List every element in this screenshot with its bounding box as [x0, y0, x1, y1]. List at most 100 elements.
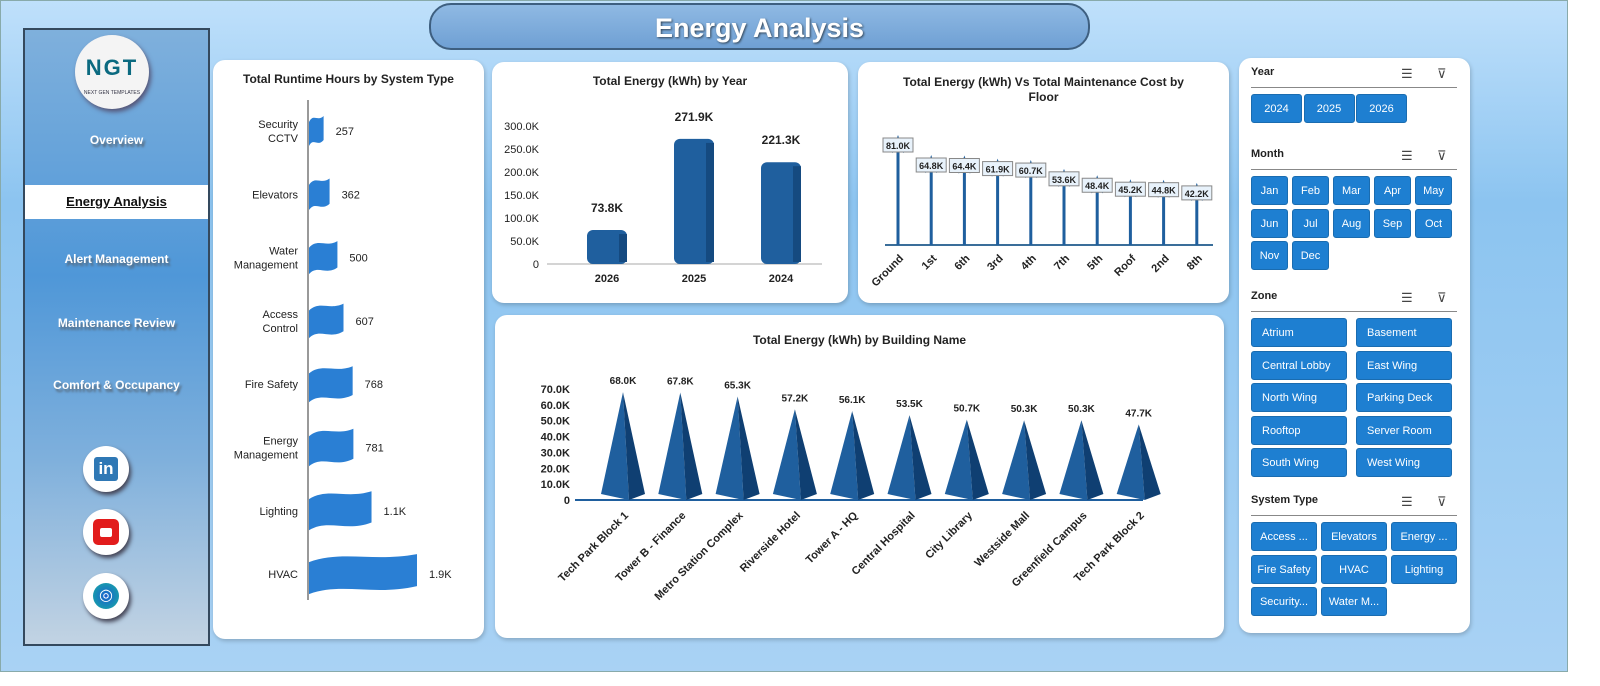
y-tick-label: 20.0K [541, 463, 570, 475]
slicer-item[interactable]: Jul [1292, 208, 1329, 238]
nav-alert-management[interactable]: Alert Management [64, 252, 169, 266]
data-label: 65.3K [724, 380, 751, 391]
data-label-box [882, 137, 914, 153]
multi-select-icon[interactable]: ☰ [1401, 148, 1413, 163]
slicer-item[interactable]: Feb [1292, 176, 1329, 205]
slicer-item[interactable]: Security... [1251, 587, 1317, 616]
slicer-item[interactable]: Central Lobby [1251, 350, 1347, 380]
multi-select-icon[interactable]: ☰ [1401, 66, 1413, 81]
youtube-icon [93, 519, 119, 545]
cone-side [680, 392, 703, 500]
youtube-button[interactable] [83, 509, 129, 555]
cone [1002, 420, 1031, 500]
slicer-title: Year [1251, 66, 1275, 78]
x-tick-label: Tower A - HQ [804, 509, 861, 566]
y-tick-label: 300.0K [504, 121, 540, 133]
data-label: 60.7K [1019, 166, 1044, 176]
nav-comfort-occupancy[interactable]: Comfort & Occupancy [53, 378, 180, 392]
data-label: 50.7K [953, 404, 980, 415]
data-label-box [915, 157, 947, 173]
linkedin-button[interactable]: in [83, 446, 129, 492]
category-label: HVAC [268, 569, 298, 581]
clear-filter-icon[interactable]: ⊽ [1437, 494, 1447, 509]
floor-chart-panel: Total Energy (kWh) Vs Total Maintenance … [858, 62, 1229, 303]
category-label: Energy [263, 436, 298, 448]
x-tick-label: 3rd [985, 253, 1006, 274]
website-button[interactable]: ◎ [83, 573, 129, 619]
slicer-item[interactable]: Access ... [1251, 522, 1317, 551]
y-tick-label: 0 [564, 495, 570, 507]
multi-select-icon[interactable]: ☰ [1401, 290, 1413, 305]
x-tick-label: Central Hospital [849, 510, 917, 578]
slicer-item[interactable]: Elevators [1321, 522, 1387, 551]
data-label: 362 [342, 189, 360, 201]
slicer-header-system-type: System Type ☰ ⊽ [1251, 494, 1457, 516]
category-label: CCTV [268, 133, 299, 145]
cone-side [1024, 420, 1047, 500]
slicer-item[interactable]: Dec [1292, 241, 1329, 270]
cone-side [1138, 424, 1161, 500]
clear-filter-icon[interactable]: ⊽ [1437, 148, 1447, 163]
slicer-item[interactable]: East Wing [1356, 350, 1452, 380]
x-tick-label: Roof [1112, 252, 1138, 278]
slicer-item[interactable]: Oct [1415, 208, 1452, 238]
bar [309, 428, 354, 467]
slicer-item[interactable]: Apr [1374, 176, 1411, 205]
slicer-item[interactable]: Jan [1251, 176, 1288, 205]
slicer-item[interactable]: 2025 [1303, 94, 1355, 123]
x-tick-label: City Library [923, 509, 975, 561]
slicer-item[interactable]: Nov [1251, 241, 1288, 270]
cone-side [1081, 420, 1104, 500]
slicer-title: System Type [1251, 494, 1319, 506]
slicer-item[interactable]: South Wing [1251, 448, 1347, 477]
slicer-item[interactable]: Basement [1356, 318, 1452, 347]
nav-maintenance-review[interactable]: Maintenance Review [57, 316, 176, 330]
slicer-item[interactable]: 2026 [1356, 94, 1407, 123]
slicer-item[interactable]: North Wing [1251, 383, 1347, 412]
cone [1059, 420, 1088, 500]
y-tick-label: 10.0K [541, 479, 570, 491]
clear-filter-icon[interactable]: ⊽ [1437, 66, 1447, 81]
slicer-header-zone: Zone ☰ ⊽ [1251, 290, 1457, 312]
slicer-item[interactable]: Energy ... [1391, 522, 1457, 551]
chart-title: Total Runtime Hours by System Type [243, 72, 454, 86]
slicer-item[interactable]: HVAC [1321, 554, 1387, 584]
slicer-item[interactable]: May [1415, 176, 1452, 205]
category-label: Management [234, 450, 298, 462]
category-label: Water [269, 246, 298, 258]
data-label: 56.1K [839, 395, 866, 406]
clear-filter-icon[interactable]: ⊽ [1437, 290, 1447, 305]
data-label: 47.7K [1125, 408, 1152, 419]
year-chart-panel: Total Energy (kWh) by Year 0 50.0K 100.0K 1… [492, 62, 848, 303]
slicer-item[interactable]: Water M... [1321, 587, 1387, 616]
slicer-item[interactable]: Aug [1333, 208, 1370, 238]
slicer-item[interactable]: Rooftop [1251, 415, 1347, 445]
x-tick-label: Riverside Hotel [738, 510, 803, 575]
slicer-item[interactable]: Sep [1374, 208, 1411, 238]
slicer-item[interactable]: Mar [1333, 176, 1370, 205]
x-tick-label: 2026 [595, 273, 619, 285]
slicer-item[interactable]: Fire Safety [1251, 554, 1317, 584]
bar [309, 491, 372, 531]
slicer-item[interactable]: Lighting [1391, 554, 1457, 584]
slicer-item[interactable]: Atrium [1251, 318, 1347, 347]
cone [1116, 424, 1145, 500]
data-label-box [948, 157, 980, 173]
page-title: Energy Analysis [429, 3, 1090, 50]
x-tick-label: 7th [1052, 252, 1072, 272]
data-label: 64.4K [952, 161, 977, 171]
runtime-chart-panel: Total Runtime Hours by System Type Secur… [213, 60, 484, 639]
nav-energy-analysis[interactable]: Energy Analysis [25, 185, 208, 219]
data-label: 64.8K [919, 161, 944, 171]
slicer-item[interactable]: Parking Deck [1356, 383, 1452, 412]
cone [887, 415, 916, 500]
slicer-item[interactable]: Jun [1251, 208, 1288, 238]
nav-overview[interactable]: Overview [89, 133, 144, 147]
slicer-item[interactable]: Server Room [1356, 415, 1452, 445]
data-label: 67.8K [667, 376, 694, 387]
slicer-item[interactable]: West Wing [1356, 448, 1452, 477]
cone-side [623, 392, 645, 500]
multi-select-icon[interactable]: ☰ [1401, 494, 1413, 509]
y-tick-label: 250.0K [504, 144, 540, 156]
slicer-item[interactable]: 2024 [1251, 94, 1302, 123]
